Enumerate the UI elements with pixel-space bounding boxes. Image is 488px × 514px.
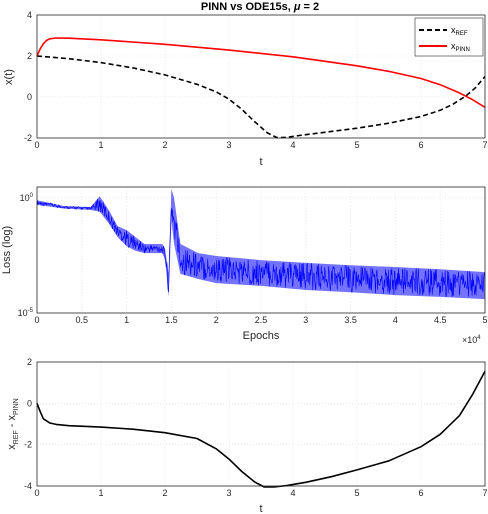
legend-entry-ref: xREF bbox=[451, 25, 468, 37]
panel1-legend: xREF xPINN bbox=[414, 17, 484, 57]
x-tick-label: 0 bbox=[34, 140, 39, 150]
panel2-xlabel: Epochs bbox=[243, 330, 280, 342]
y-tick-label: 2 bbox=[27, 357, 32, 367]
panel2-ylabel: Loss (log) bbox=[1, 226, 13, 274]
panel3-x-ticks: 0 1 2 3 4 5 6 7 bbox=[34, 488, 487, 498]
panel2-x-ticks: 0 0.5 1 1.5 2 2.5 3 3.5 4 4.5 5 bbox=[34, 315, 487, 325]
x-tick-label: 5 bbox=[354, 488, 359, 498]
x-tick-label: 2 bbox=[162, 140, 167, 150]
panel2-axes-box bbox=[36, 186, 486, 314]
x-tick-label: 7 bbox=[482, 140, 487, 150]
x-tick-label: 3 bbox=[226, 488, 231, 498]
x-tick-label: 6 bbox=[418, 488, 423, 498]
panel3-xlabel: t bbox=[259, 503, 262, 514]
y-tick-label: 0 bbox=[27, 92, 32, 102]
x-tick-label: 1.5 bbox=[165, 315, 178, 325]
panel3-ylabel: xREF - xPINN bbox=[6, 398, 20, 450]
x-tick-label: 3 bbox=[303, 315, 308, 325]
panel3-series bbox=[36, 370, 486, 488]
x-tick-label: 3.5 bbox=[344, 315, 357, 325]
x-tick-label: 2 bbox=[214, 315, 219, 325]
series-line-0 bbox=[36, 370, 486, 488]
x-tick-label: 3 bbox=[226, 140, 231, 150]
y-tick-label: 0 bbox=[27, 398, 32, 408]
panel1-xlabel: t bbox=[259, 156, 262, 168]
panel3-axes-box bbox=[36, 361, 486, 487]
x-tick-label: 2 bbox=[162, 488, 167, 498]
panel-2: 0 0.5 1 1.5 2 2.5 3 3.5 4 4.5 5 100 10-5 ×104 Epoch… bbox=[1, 186, 488, 345]
x-tick-label: 6 bbox=[418, 140, 423, 150]
x-tick-label: 5 bbox=[354, 140, 359, 150]
loss-trace bbox=[36, 198, 486, 298]
x-tick-label: 4.5 bbox=[434, 315, 447, 325]
series-line-pinn bbox=[36, 37, 486, 108]
x-tick-label: 1 bbox=[124, 315, 129, 325]
panel1-ylabel: x(t) bbox=[3, 69, 15, 85]
y-tick-label: 4 bbox=[27, 10, 32, 20]
panel2-y-ticks: 100 10-5 bbox=[18, 193, 34, 318]
series-line-ref bbox=[36, 55, 486, 139]
x-tick-label: 0 bbox=[34, 488, 39, 498]
y-tick-label: -2 bbox=[24, 133, 32, 143]
panel-3: 0 1 2 3 4 5 6 7 -4 -2 0 2 t xREF - xPINN bbox=[6, 357, 488, 514]
panel1-x-ticks: 0 1 2 3 4 5 6 7 bbox=[34, 140, 487, 150]
panel1-y-ticks: -2 0 2 4 bbox=[24, 10, 32, 143]
y-tick-label: -2 bbox=[24, 440, 32, 450]
x-tick-label: 5 bbox=[482, 315, 487, 325]
y-tick-label: 2 bbox=[27, 51, 32, 61]
x-tick-label: 1 bbox=[98, 140, 103, 150]
x-tick-label: 4 bbox=[290, 488, 295, 498]
panel1-title: PINN vs ODE15s, μ = 2 bbox=[201, 1, 319, 13]
y-tick-label: 100 bbox=[20, 193, 34, 203]
panel2-series bbox=[36, 188, 486, 300]
x-tick-label: 0.5 bbox=[76, 315, 89, 325]
y-tick-label: -4 bbox=[24, 481, 32, 491]
panel1-axes-box bbox=[36, 14, 486, 139]
x-tick-label: 1 bbox=[98, 488, 103, 498]
x-tick-label: 4 bbox=[290, 140, 295, 150]
panel3-y-ticks: -4 -2 0 2 bbox=[24, 357, 32, 491]
legend-box bbox=[414, 17, 484, 57]
legend-entry-pinn: xPINN bbox=[451, 41, 470, 53]
panel3-grid bbox=[36, 361, 486, 487]
x-tick-label: 2.5 bbox=[255, 315, 268, 325]
panel2-x-exponent: ×104 bbox=[462, 335, 481, 345]
y-tick-label: 10-5 bbox=[18, 308, 34, 318]
x-tick-label: 4 bbox=[393, 315, 398, 325]
x-tick-label: 0 bbox=[34, 315, 39, 325]
x-tick-label: 7 bbox=[482, 488, 487, 498]
